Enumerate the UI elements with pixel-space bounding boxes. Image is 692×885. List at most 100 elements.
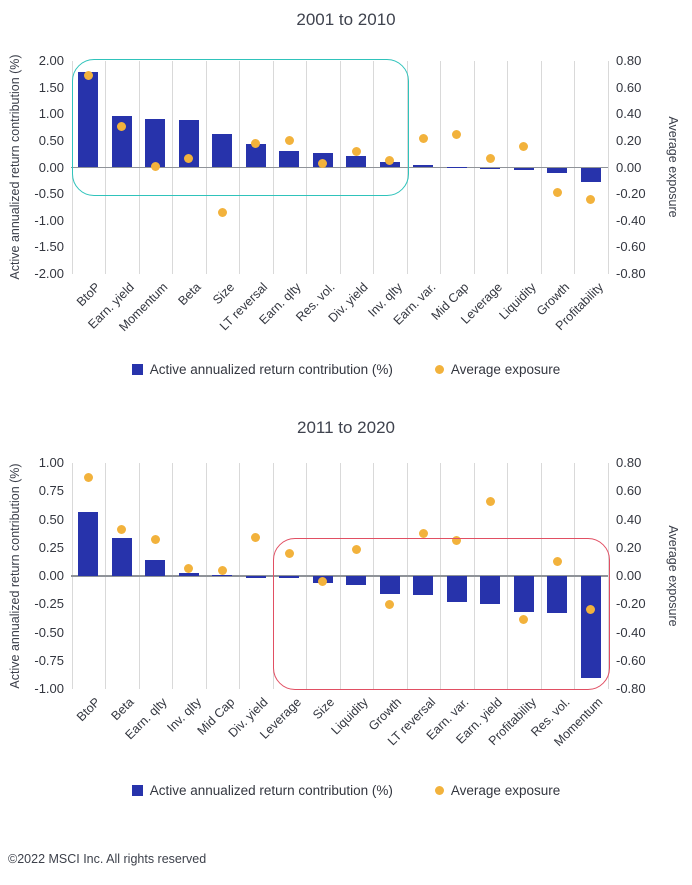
left-axis-tick: -0.50 bbox=[34, 186, 64, 202]
left-axis-tick: 1.00 bbox=[38, 106, 64, 122]
right-axis-tick: -0.60 bbox=[616, 652, 646, 668]
category-label: Beta bbox=[108, 695, 137, 724]
exposure-dot bbox=[552, 557, 562, 567]
bar bbox=[78, 511, 99, 576]
dot-legend-swatch-icon bbox=[434, 786, 444, 795]
right-axis-tick: -0.20 bbox=[616, 186, 646, 202]
copyright: ©2022 MSCI Inc. All rights reserved bbox=[8, 852, 207, 866]
gridline bbox=[607, 61, 609, 274]
exposure-dot bbox=[217, 208, 227, 218]
category-label: BtoP bbox=[74, 695, 104, 725]
right-axis-title: Average exposure bbox=[666, 525, 680, 627]
exposure-dot bbox=[251, 139, 261, 149]
category-label: Size bbox=[210, 280, 238, 308]
bar bbox=[178, 119, 199, 168]
chart-title: 2011 to 2020 bbox=[297, 418, 395, 437]
bar bbox=[446, 576, 467, 602]
exposure-dot bbox=[586, 194, 596, 204]
left-axis-tick: 1.50 bbox=[38, 79, 64, 95]
exposure-dot bbox=[150, 161, 160, 171]
exposure-dot bbox=[284, 136, 294, 146]
exposure-dot bbox=[284, 548, 294, 558]
category-label: Liquidity bbox=[496, 280, 539, 323]
bar bbox=[145, 118, 166, 168]
exposure-dot bbox=[452, 129, 462, 139]
bar bbox=[513, 576, 534, 613]
right-axis-tick: 0.80 bbox=[616, 53, 642, 68]
left-axis-tick: 0.50 bbox=[38, 511, 64, 527]
legend-bar-key: Active annualized return contribution (%… bbox=[131, 783, 393, 798]
chart-2011-2020: 2011 to 2020 Active annualized return co… bbox=[0, 400, 692, 820]
left-axis-tick: 0.00 bbox=[38, 568, 64, 583]
right-axis-tick: -0.20 bbox=[616, 596, 646, 612]
legend-dot-key: Average exposure bbox=[434, 783, 561, 798]
bar bbox=[379, 576, 400, 595]
bar-legend-swatch-icon bbox=[131, 364, 143, 375]
bar bbox=[580, 167, 601, 183]
left-axis-tick: -2.00 bbox=[34, 266, 64, 281]
right-axis-tick: -0.80 bbox=[616, 266, 646, 281]
bar bbox=[212, 574, 233, 576]
right-axis-tick: 0.00 bbox=[616, 159, 642, 175]
left-axis-tick: 0.00 bbox=[38, 159, 64, 175]
left-axis-tick: 1.00 bbox=[38, 455, 64, 470]
exposure-dot bbox=[418, 133, 428, 143]
exposure-dot bbox=[318, 159, 328, 168]
dot-legend-label: Average exposure bbox=[450, 362, 561, 377]
right-axis-tick: 0.40 bbox=[616, 106, 642, 122]
exposure-dot bbox=[251, 533, 261, 543]
bar bbox=[111, 537, 132, 576]
bar bbox=[245, 144, 266, 168]
bar bbox=[279, 576, 300, 579]
exposure-dot bbox=[586, 605, 596, 615]
exposure-dot bbox=[385, 156, 395, 166]
left-axis-tick: -1.50 bbox=[34, 239, 64, 255]
exposure-dot bbox=[83, 472, 93, 482]
exposure-dot bbox=[351, 544, 361, 554]
exposure-dot bbox=[485, 496, 495, 506]
dot-legend-label: Average exposure bbox=[450, 783, 561, 798]
exposure-dot bbox=[117, 524, 127, 534]
exposure-dot bbox=[519, 141, 529, 151]
left-axis-tick: -1.00 bbox=[34, 212, 64, 228]
bar bbox=[446, 166, 467, 168]
exposure-dot bbox=[519, 615, 529, 625]
bar bbox=[580, 576, 601, 678]
dot-legend-swatch-icon bbox=[434, 365, 444, 374]
bar bbox=[480, 576, 501, 605]
bar bbox=[279, 150, 300, 168]
right-axis-tick: 0.60 bbox=[616, 79, 642, 95]
bar bbox=[547, 167, 568, 173]
exposure-dot bbox=[452, 536, 462, 546]
right-axis-tick: -0.40 bbox=[616, 212, 646, 228]
bar bbox=[513, 167, 534, 171]
exposure-dot bbox=[117, 121, 127, 131]
right-axis-tick: -0.60 bbox=[616, 239, 646, 255]
exposure-dot bbox=[150, 534, 160, 544]
chart-title: 2001 to 2010 bbox=[296, 10, 396, 29]
right-axis-tick: -0.40 bbox=[616, 624, 646, 640]
legend: Active annualized return contribution (%… bbox=[0, 783, 692, 798]
bar bbox=[245, 576, 266, 579]
bar bbox=[178, 572, 199, 576]
gridline bbox=[607, 463, 609, 689]
category-label: Size bbox=[310, 695, 338, 723]
bar bbox=[547, 576, 568, 614]
bar bbox=[346, 156, 367, 168]
zero-axis-line bbox=[71, 166, 608, 169]
right-axis-tick: 0.60 bbox=[616, 483, 642, 499]
exposure-dot bbox=[418, 529, 428, 539]
bar bbox=[212, 134, 233, 168]
right-axis-tick: 0.40 bbox=[616, 511, 642, 527]
chart-2001-2010: 2001 to 2010 Active annualized return co… bbox=[0, 0, 692, 400]
left-axis-tick: 0.50 bbox=[38, 132, 64, 148]
left-axis-tick: -0.50 bbox=[34, 624, 64, 640]
exposure-dot bbox=[552, 188, 562, 198]
right-axis-tick: 0.00 bbox=[616, 568, 642, 583]
legend-bar-key: Active annualized return contribution (%… bbox=[131, 362, 393, 377]
right-axis-tick: 0.80 bbox=[616, 455, 642, 470]
right-axis-tick: 0.20 bbox=[616, 132, 642, 148]
bar bbox=[413, 165, 434, 168]
exposure-dot bbox=[485, 153, 495, 163]
